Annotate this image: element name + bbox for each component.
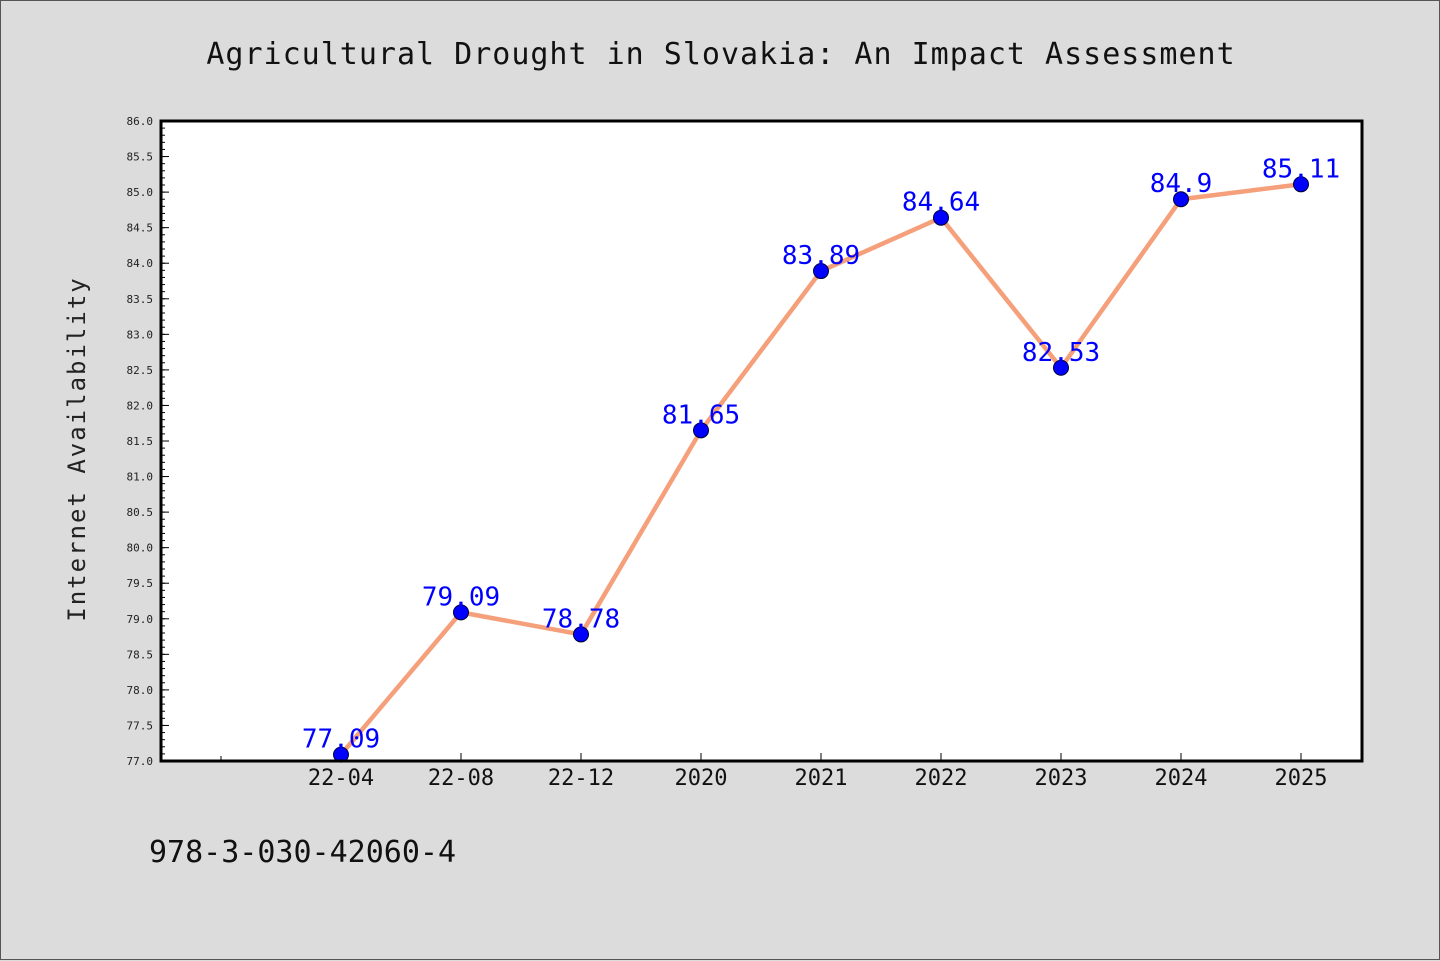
y-tick-label: 78.5 bbox=[127, 648, 154, 661]
y-tick-label: 83.5 bbox=[127, 293, 154, 306]
y-tick-label: 78.0 bbox=[127, 684, 154, 697]
data-label: 78.78 bbox=[542, 604, 620, 634]
data-point-marker bbox=[1053, 359, 1069, 376]
data-label: 85.11 bbox=[1262, 154, 1340, 184]
y-tick-label: 77.0 bbox=[127, 755, 154, 768]
y-tick-label: 81.0 bbox=[127, 471, 154, 484]
plot-frame bbox=[159, 119, 1364, 763]
data-point-marker bbox=[1293, 176, 1309, 193]
x-tick-label: 22-04 bbox=[308, 766, 374, 791]
x-tick-label: 22-12 bbox=[548, 766, 614, 791]
data-label: 81.65 bbox=[662, 400, 740, 430]
y-tick-label: 83.0 bbox=[127, 328, 154, 341]
data-point-marker bbox=[453, 604, 469, 621]
data-point-marker bbox=[813, 263, 829, 280]
data-label: 83.89 bbox=[782, 241, 860, 271]
data-label: 84.9 bbox=[1150, 169, 1213, 199]
data-point-marker bbox=[933, 209, 949, 226]
x-tick-label: 22-08 bbox=[428, 766, 494, 791]
y-tick-label: 79.5 bbox=[127, 577, 154, 590]
y-tick-label: 82.5 bbox=[127, 364, 154, 377]
x-tick-label: 2020 bbox=[675, 766, 728, 791]
data-label: 82.53 bbox=[1022, 338, 1100, 368]
footnote-isbn: 978-3-030-42060-4 bbox=[149, 835, 457, 870]
data-label: 77.09 bbox=[302, 725, 380, 755]
y-tick-label: 77.5 bbox=[127, 719, 154, 732]
y-tick-label: 84.5 bbox=[127, 222, 154, 235]
y-tick-label: 84.0 bbox=[127, 257, 154, 270]
y-tick-label: 79.0 bbox=[127, 613, 154, 626]
chart-title: Agricultural Drought in Slovakia: An Imp… bbox=[206, 37, 1235, 72]
data-point-marker bbox=[1173, 191, 1189, 208]
y-tick-label: 81.5 bbox=[127, 435, 154, 448]
x-tick-label: 2025 bbox=[1275, 766, 1328, 791]
y-tick-label: 82.0 bbox=[127, 399, 154, 412]
x-tick-label: 2023 bbox=[1035, 766, 1088, 791]
data-label: 84.64 bbox=[902, 188, 980, 218]
data-point-marker bbox=[573, 626, 589, 643]
data-point-marker bbox=[693, 422, 709, 439]
y-tick-label: 85.5 bbox=[127, 151, 154, 164]
x-tick-label: 2022 bbox=[915, 766, 968, 791]
y-axis-label: Internet Availability bbox=[63, 276, 91, 621]
y-tick-label: 85.0 bbox=[127, 186, 154, 199]
y-tick-label: 80.0 bbox=[127, 542, 154, 555]
data-labels: 77.09 79.09 78.78 81.65 83.89 84.64 82.53 84.9 8… bbox=[302, 154, 1340, 754]
plot-area bbox=[161, 121, 1362, 761]
data-label: 79.09 bbox=[422, 582, 500, 612]
series-layer bbox=[333, 176, 1309, 763]
x-tick-label: 2024 bbox=[1155, 766, 1208, 791]
y-tick-label: 80.5 bbox=[127, 506, 154, 519]
y-tick-label: 86.0 bbox=[127, 115, 154, 128]
x-tick-label: 2021 bbox=[795, 766, 848, 791]
